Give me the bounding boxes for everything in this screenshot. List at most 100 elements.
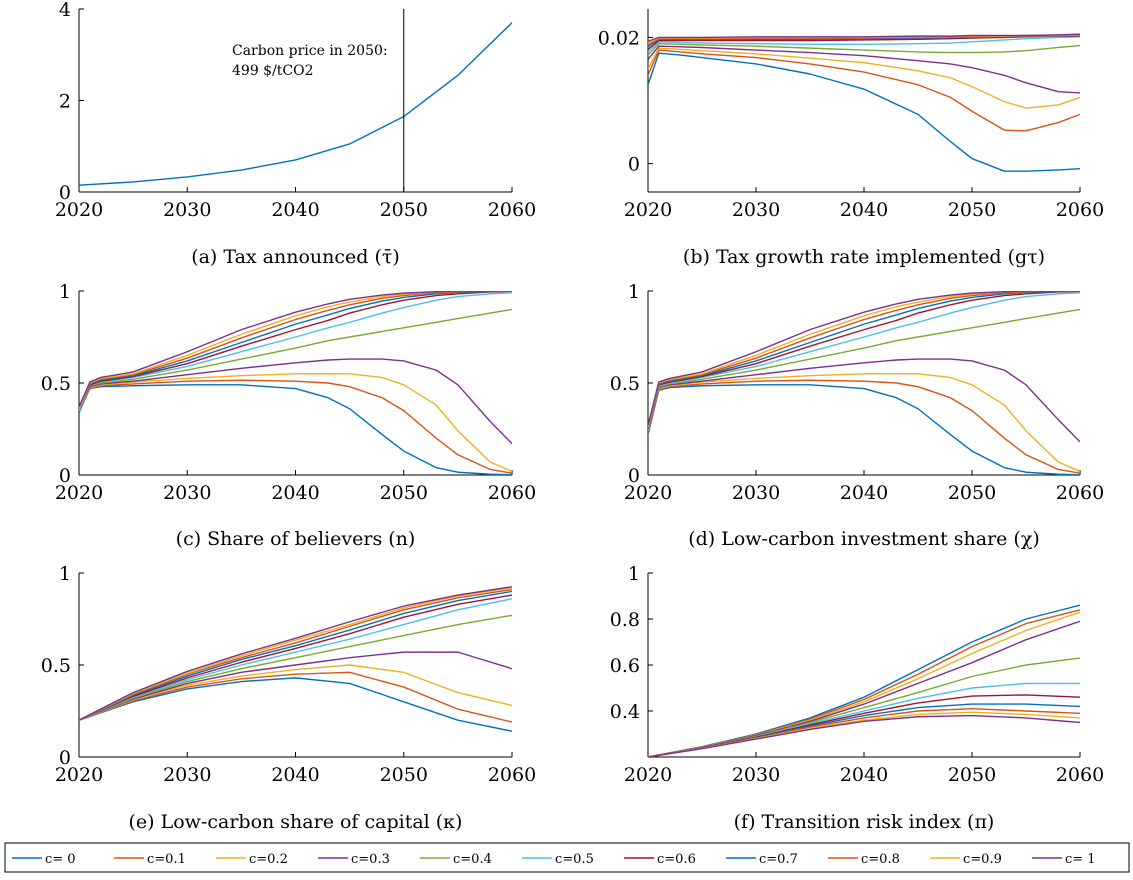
series-line-3 [648, 620, 1080, 757]
series-line-10 [648, 33, 1080, 42]
series-line-2 [648, 47, 1080, 109]
series-group [648, 604, 1080, 757]
legend-label: c=0.2 [249, 852, 288, 867]
series-line-8 [79, 291, 512, 410]
x-tick-label: 2050 [948, 764, 996, 786]
x-tick-label: 2030 [163, 482, 211, 504]
legend-label: c= 0 [45, 852, 76, 867]
series-line-4 [648, 657, 1080, 757]
x-tick-label: 2060 [1056, 482, 1104, 504]
series-line-5 [648, 292, 1080, 432]
series-line-9 [79, 291, 512, 410]
y-tick-label: 0.5 [610, 373, 640, 395]
x-tick-label: 2030 [732, 199, 780, 221]
x-tick-label: 2060 [1056, 764, 1104, 786]
annotation-text: Carbon price in 2050: [232, 43, 388, 59]
x-tick-label: 2030 [732, 482, 780, 504]
series-line-7 [79, 291, 512, 410]
series-group [648, 33, 1080, 172]
x-tick-label: 2020 [55, 764, 103, 786]
panel-caption: (d) Low-carbon investment share (χ) [688, 528, 1040, 550]
series-line-10 [79, 291, 512, 408]
series-group [79, 291, 512, 475]
series-line-4 [648, 308, 1080, 432]
legend-label: c=0.4 [453, 852, 492, 867]
series-line-1 [648, 379, 1080, 474]
legend-label: c=0.1 [147, 852, 186, 867]
panel-caption: (c) Share of believers (n) [176, 528, 416, 550]
series-line-4 [79, 308, 512, 411]
x-tick-label: 2050 [380, 482, 428, 504]
series-group [648, 291, 1080, 475]
panel-b: 2020 2030 2040 2050 2060 0 0.02 (b) Tax growth … [598, 9, 1104, 268]
x-tick-label: 2020 [624, 482, 672, 504]
panel-f: 2020 2030 2040 2050 2060 0.4 0.6 0.8 1 (f) Transi… [610, 563, 1104, 833]
x-tick-label: 2050 [380, 199, 428, 221]
series-line-3 [648, 358, 1080, 443]
series-line-1 [79, 671, 512, 723]
series-group [79, 22, 512, 186]
y-tick-label: 4 [59, 0, 71, 21]
x-tick-label: 2030 [732, 764, 780, 786]
series-group [79, 586, 512, 732]
y-tick-label: 0 [59, 182, 71, 204]
legend: c= 0 c=0.1 c=0.2 c=0.3 c=0.4 c=0.5 c=0.6 c=0.7 c… [4, 842, 1130, 873]
y-tick-label: 0.6 [610, 655, 640, 677]
y-tick-label: 2 [59, 91, 71, 113]
legend-label: c= 1 [1065, 852, 1096, 867]
x-tick-label: 2030 [163, 764, 211, 786]
legend-label: c=0.7 [759, 852, 798, 867]
series-line-4 [79, 614, 512, 721]
y-tick-label: 0.5 [41, 655, 71, 677]
x-tick-label: 2050 [380, 764, 428, 786]
panel-e: 2020 2030 2040 2050 2060 0 0.5 1 (e) Low-carbon … [41, 563, 536, 833]
panel-caption: (e) Low-carbon share of capital (κ) [129, 811, 463, 833]
series-line-0 [79, 384, 512, 475]
x-tick-label: 2040 [840, 199, 888, 221]
series-line-0 [79, 677, 512, 732]
legend-box [4, 842, 1130, 873]
y-tick-label: 1 [628, 563, 640, 585]
series-line-7 [79, 590, 512, 721]
x-tick-label: 2040 [271, 482, 319, 504]
panel-d: 2020 2030 2040 2050 2060 0 0.5 1 (d) Low-carbon … [610, 281, 1104, 550]
series-line-0 [648, 52, 1080, 172]
series-line-3 [79, 651, 512, 721]
x-tick-label: 2020 [55, 482, 103, 504]
annotation-text: 499 $/tCO2 [232, 63, 314, 79]
series-line-4 [648, 43, 1080, 56]
y-tick-label: 0 [628, 465, 640, 487]
x-tick-label: 2040 [840, 482, 888, 504]
series-line-2 [79, 373, 512, 472]
x-tick-label: 2050 [948, 199, 996, 221]
y-tick-label: 1 [59, 563, 71, 585]
y-tick-label: 0.4 [610, 701, 640, 723]
series-line-6 [79, 594, 512, 721]
series-line-5 [79, 292, 512, 411]
x-tick-label: 2020 [624, 764, 672, 786]
x-tick-label: 2060 [1056, 199, 1104, 221]
legend-label: c=0.6 [657, 852, 696, 867]
panel-caption: (b) Tax growth rate implemented (gτ) [683, 246, 1045, 268]
series-line-1 [79, 379, 512, 474]
y-tick-label: 0 [628, 154, 640, 176]
series-line-1 [648, 49, 1080, 132]
legend-label: c=0.5 [555, 852, 594, 867]
y-tick-label: 0.02 [598, 27, 640, 49]
series-line-1 [648, 609, 1080, 757]
series-line-5 [79, 598, 512, 721]
x-tick-label: 2040 [840, 764, 888, 786]
y-tick-label: 0 [59, 465, 71, 487]
y-tick-label: 1 [59, 281, 71, 303]
series-line-7 [648, 703, 1080, 757]
panel-caption: (a) Tax announced (τ̄) [191, 246, 400, 268]
series-line-8 [79, 588, 512, 721]
x-tick-label: 2050 [948, 482, 996, 504]
x-tick-label: 2060 [488, 482, 536, 504]
series-line-2 [648, 373, 1080, 472]
series-line-0 [79, 22, 512, 186]
series-line-3 [648, 45, 1080, 94]
series-line-10 [648, 291, 1080, 426]
y-tick-label: 0.8 [610, 609, 640, 631]
